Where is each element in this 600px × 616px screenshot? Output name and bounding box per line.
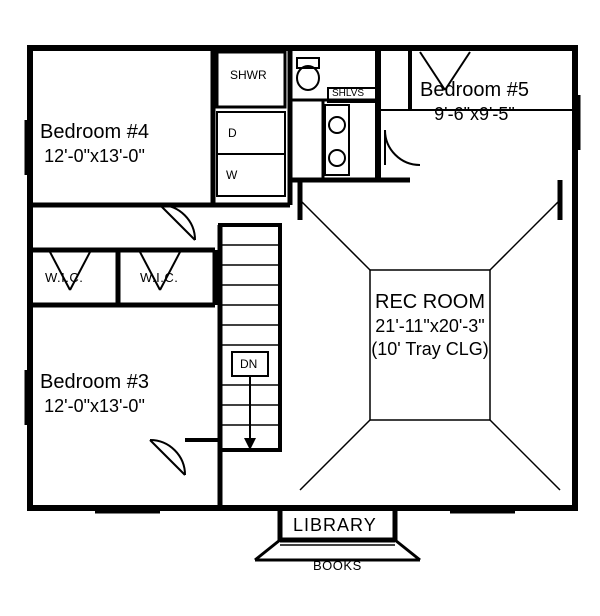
books-label: BOOKS — [313, 558, 362, 573]
bedroom4-label: Bedroom #4 12'-0"x13'-0" — [40, 120, 149, 168]
shlvs-label: SHLVS — [332, 88, 364, 99]
library-label: LIBRARY — [293, 514, 377, 537]
bedroom5-name: Bedroom #5 — [420, 78, 529, 103]
wic1-label: W.I.C. — [45, 270, 83, 285]
wic2-label: W.I.C. — [140, 270, 178, 285]
bedroom4-name: Bedroom #4 — [40, 120, 149, 145]
rec-dims: 21'-11"x20'-3" — [330, 315, 530, 338]
floor-plan: Bedroom #4 12'-0"x13'-0" Bedroom #3 12'-… — [0, 0, 600, 616]
rec-note: (10' Tray CLG) — [330, 338, 530, 361]
dn-label: DN — [240, 357, 257, 371]
rec-name: REC ROOM — [330, 290, 530, 315]
bedroom5-label: Bedroom #5 9'-6"x9'-5" — [420, 78, 529, 126]
bedroom3-dims: 12'-0"x13'-0" — [40, 395, 149, 418]
bedroom3-label: Bedroom #3 12'-0"x13'-0" — [40, 370, 149, 418]
d-label: D — [228, 126, 237, 140]
rec-label: REC ROOM 21'-11"x20'-3" (10' Tray CLG) — [330, 290, 530, 360]
shwr-label: SHWR — [230, 68, 267, 82]
bedroom5-dims: 9'-6"x9'-5" — [420, 103, 529, 126]
bedroom4-dims: 12'-0"x13'-0" — [40, 145, 149, 168]
bedroom3-name: Bedroom #3 — [40, 370, 149, 395]
w-label: W — [226, 168, 237, 182]
